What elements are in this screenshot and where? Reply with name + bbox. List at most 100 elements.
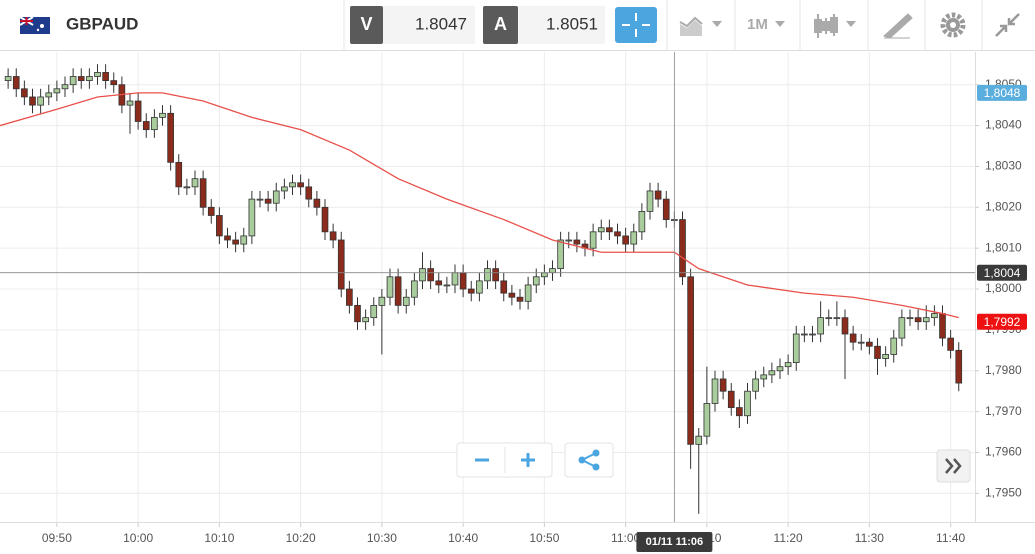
- candle-body: [272, 190, 280, 204]
- candle-body: [61, 84, 69, 90]
- candle-body: [549, 268, 556, 274]
- draw-button[interactable]: [883, 13, 913, 39]
- timeframe[interactable]: 1M: [747, 16, 768, 33]
- candle-body: [53, 88, 61, 94]
- candle-body: [768, 370, 776, 376]
- y-tick-label: 1,7950: [985, 486, 1022, 500]
- zoom-in[interactable]: [521, 453, 535, 467]
- candle-body: [622, 235, 629, 245]
- x-tick-label: 10:20: [286, 531, 316, 545]
- candle-body: [216, 215, 223, 237]
- candle-body: [476, 280, 483, 294]
- bid-button[interactable]: [350, 6, 383, 44]
- candle-body: [890, 337, 898, 355]
- ask-box: [518, 6, 605, 44]
- candle-body: [687, 276, 694, 445]
- candle-body: [801, 333, 808, 336]
- candle-body: [874, 345, 881, 359]
- candle-body: [459, 272, 467, 290]
- candle-body: [630, 231, 638, 245]
- price-tag: [977, 84, 1027, 101]
- candle-body: [167, 112, 174, 163]
- candle-body: [183, 186, 191, 189]
- x-tick-label: 10:10: [204, 531, 234, 545]
- candle-body: [541, 272, 548, 278]
- price-tag-label: 1,7992: [984, 315, 1021, 329]
- candle-body: [882, 354, 889, 359]
- candle-body: [532, 276, 540, 286]
- chart-type-button[interactable]: [679, 16, 722, 36]
- candle-body: [427, 268, 434, 282]
- candle-body: [240, 235, 248, 245]
- settings-button[interactable]: [940, 12, 966, 38]
- candle-body: [321, 206, 329, 233]
- candle-body: [402, 296, 410, 306]
- candle-body: [703, 403, 711, 437]
- candle-body: [337, 239, 345, 290]
- y-tick-label: 1,7980: [985, 363, 1022, 377]
- candle-body: [305, 186, 313, 200]
- share[interactable]: [578, 449, 600, 471]
- candle-body: [833, 317, 841, 320]
- candle-body: [955, 349, 963, 384]
- candle-body: [524, 284, 532, 302]
- x-tick-label: 10:30: [367, 531, 397, 545]
- y-tick-label: 1,8020: [985, 199, 1022, 213]
- candle-body: [378, 296, 386, 306]
- candle-body: [289, 182, 296, 188]
- candle-body: [451, 272, 459, 286]
- candle-body: [589, 231, 597, 249]
- candle-body: [792, 333, 800, 364]
- price-tag: [977, 264, 1027, 281]
- candle-body: [516, 296, 524, 302]
- plot: 09:50 10:00 10:10 10:20 10:30 10:40 10:50 11:00…: [0, 52, 1035, 552]
- candle-body: [597, 227, 605, 233]
- candle-body: [386, 276, 394, 298]
- candle-body: [69, 76, 77, 86]
- candle-body: [102, 72, 109, 82]
- candle-body: [207, 206, 215, 216]
- candle-body: [719, 378, 727, 392]
- candle-body: [744, 390, 751, 417]
- candle-body: [606, 227, 613, 233]
- candle-body: [825, 317, 833, 320]
- candle-body: [45, 92, 53, 98]
- candle-body: [281, 186, 288, 192]
- candle-body: [646, 190, 654, 212]
- candle-body: [857, 341, 865, 344]
- candle-body: [4, 76, 12, 82]
- candle-body: [841, 317, 849, 335]
- candle-body: [362, 317, 369, 323]
- collapse-button[interactable]: [995, 13, 1020, 37]
- candle-body: [191, 178, 199, 188]
- timeframe-caret: [775, 21, 785, 27]
- candle-body: [614, 231, 621, 237]
- x-tick-label: 11:30: [855, 531, 884, 545]
- candle-body: [866, 341, 873, 347]
- candle-body: [500, 280, 508, 294]
- candle-body: [809, 333, 816, 336]
- candle-body: [248, 198, 256, 237]
- candle-body: [492, 268, 499, 282]
- crosshair-button[interactable]: [615, 7, 657, 43]
- candle-body: [142, 121, 150, 131]
- candle-body: [94, 72, 101, 77]
- ask-price: 1.8051: [546, 14, 598, 33]
- x-tick-label: 10:40: [448, 531, 478, 545]
- candle-body: [662, 198, 670, 220]
- candle-body: [443, 284, 451, 287]
- candle-body: [931, 313, 938, 319]
- candle-body: [906, 317, 914, 320]
- ask-button[interactable]: [483, 6, 518, 44]
- x-tick-label: 11:00: [611, 531, 640, 545]
- candle-body: [394, 276, 402, 306]
- candle-body: [159, 112, 166, 118]
- candle-body: [784, 362, 792, 368]
- price-tag-label: 1,8048: [984, 86, 1021, 100]
- y-tick-label: 1,8040: [985, 118, 1022, 132]
- y-tick-label: 1,7970: [985, 404, 1022, 418]
- crosshair-icon: [622, 13, 650, 37]
- x-tick-label: 09:50: [42, 531, 72, 545]
- candle-type-button[interactable]: [814, 14, 856, 38]
- candle-body: [508, 292, 516, 298]
